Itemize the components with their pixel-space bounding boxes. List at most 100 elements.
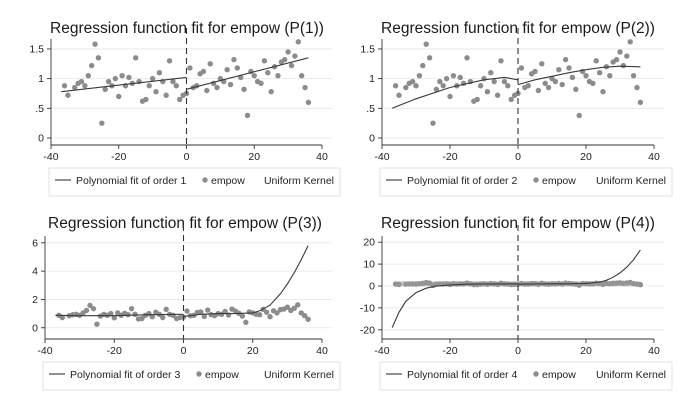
scatter-point <box>261 58 268 64</box>
scatter-point <box>105 78 112 85</box>
fit-line-right <box>183 245 309 317</box>
scatter-point <box>65 92 71 98</box>
scatter-point <box>291 305 297 311</box>
scatter-point <box>494 92 501 98</box>
scatter-point <box>600 88 606 95</box>
scatter-point <box>630 72 637 79</box>
y-tick-label: 0 <box>32 322 38 334</box>
scatter-point <box>111 315 117 321</box>
scatter-point <box>637 99 644 106</box>
legend-fit-label: Polynomial fit of order 3 <box>70 369 180 381</box>
y-tick-label: 0 <box>369 281 375 293</box>
scatter-point <box>160 314 166 321</box>
y-tick-label: 10 <box>363 259 375 271</box>
legend-frame <box>42 361 341 391</box>
scatter-point <box>274 310 280 316</box>
x-tick-label: -20 <box>442 151 457 163</box>
scatter-point <box>525 83 531 89</box>
scatter-point <box>305 99 312 106</box>
scatter-point <box>426 55 433 61</box>
scatter-point <box>227 81 234 88</box>
scatter-point <box>627 39 633 45</box>
y-tick-label: 6 <box>32 237 38 249</box>
scatter-point <box>132 311 138 318</box>
scatter-point <box>282 56 288 63</box>
scatter-point <box>128 305 135 312</box>
scatter-point <box>457 74 463 81</box>
x-tick-label: -20 <box>442 345 457 357</box>
scatter-point <box>143 96 149 103</box>
scatter-point <box>573 86 579 93</box>
scatter-point <box>288 62 295 69</box>
legend-scatter-swatch <box>202 177 208 183</box>
scatter-point <box>569 74 576 81</box>
scatter-point <box>498 58 504 64</box>
scatter-point <box>420 62 426 69</box>
scatter-point <box>244 112 251 119</box>
scatter-point <box>163 306 169 313</box>
y-tick-label: 0 <box>369 133 375 145</box>
scatter-point <box>163 92 169 98</box>
scatter-point <box>258 80 264 87</box>
scatter-point <box>251 72 257 79</box>
scatter-point <box>552 78 559 85</box>
scatter-point <box>200 68 207 75</box>
chart-panel-4: Regression function fit for empow (P(4))… <box>360 215 673 391</box>
scatter-point <box>265 69 271 76</box>
scatter-point <box>170 78 176 85</box>
scatter-point <box>99 120 105 126</box>
legend-scatter-swatch <box>196 371 202 377</box>
y-tick-label: 0 <box>38 133 44 145</box>
scatter-point <box>409 78 416 85</box>
scatter-point <box>542 80 548 87</box>
scatter-point <box>477 83 484 89</box>
scatter-point <box>82 83 88 89</box>
y-tick-label: 4 <box>32 266 38 278</box>
scatter-point <box>596 69 603 76</box>
scatter-point <box>539 61 545 67</box>
y-tick-label: .5 <box>35 103 44 115</box>
x-tick-label: -40 <box>37 345 52 357</box>
scatter-point <box>94 321 100 327</box>
scatter-point <box>295 302 301 308</box>
scatter-point <box>125 312 131 318</box>
scatter-point <box>501 78 508 85</box>
scatter-point <box>153 88 159 95</box>
scatter-point <box>222 308 228 315</box>
scatter-point <box>607 72 613 79</box>
scatter-point <box>205 307 211 313</box>
fit-line-right <box>186 57 309 90</box>
legend-scatter-swatch <box>533 371 539 377</box>
scatter-point <box>59 314 66 321</box>
scatter-point <box>184 308 190 314</box>
scatter-point <box>590 80 596 87</box>
scatter-point <box>302 84 308 91</box>
x-tick-label: 20 <box>247 345 259 357</box>
x-tick-label: 20 <box>580 151 592 163</box>
y-tick-label: .5 <box>366 103 375 115</box>
chart-title: Regression function fit for empow (P(3)) <box>48 215 322 232</box>
scatter-point <box>112 75 119 82</box>
scatter-point <box>95 55 102 61</box>
scatter-point <box>583 72 589 79</box>
scatter-point <box>108 310 114 317</box>
x-tick-label: 20 <box>248 151 260 163</box>
scatter-point <box>87 302 93 309</box>
fit-line-left <box>391 76 519 109</box>
scatter-point <box>437 78 443 85</box>
legend-scatter-label: empow <box>542 175 576 187</box>
legend-fit-label: Polynomial fit of order 4 <box>407 369 517 381</box>
legend-scatter-swatch <box>533 177 539 183</box>
y-tick-label: 1.5 <box>360 43 375 55</box>
scatter-point <box>532 68 538 75</box>
scatter-point <box>139 315 145 322</box>
scatter-point <box>416 72 423 79</box>
x-tick-label: -40 <box>374 151 389 163</box>
scatter-point <box>146 83 152 89</box>
legend-frame <box>379 167 673 197</box>
scatter-point <box>83 307 90 314</box>
x-tick-label: 40 <box>648 151 660 163</box>
scatter-point <box>491 78 497 85</box>
legend-fit-label: Polynomial fit of order 2 <box>407 175 517 187</box>
y-tick-label: 20 <box>363 237 375 249</box>
